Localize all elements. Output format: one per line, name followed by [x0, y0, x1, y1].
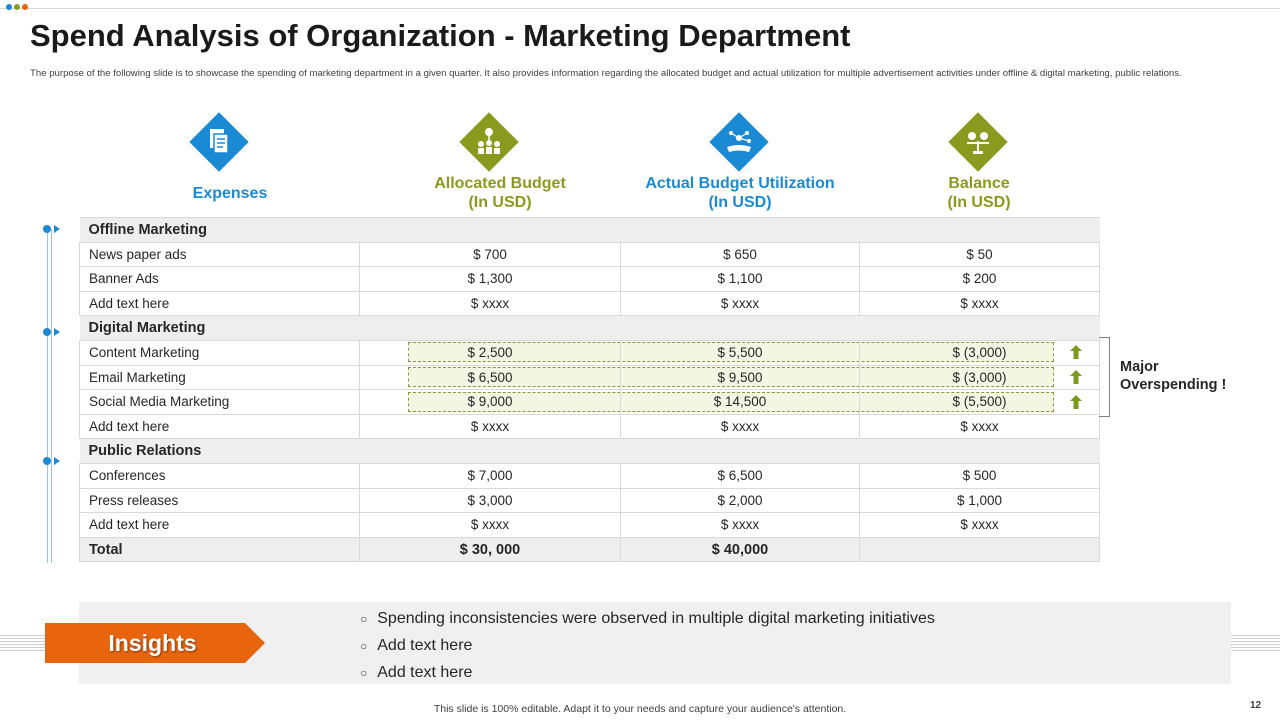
- table-row: Conferences $ 7,000 $ 6,500 $ 500: [79, 462, 1100, 489]
- circle-bullet-icon: ○: [360, 611, 368, 626]
- section-row: Digital Marketing: [79, 315, 1100, 341]
- circle-bullet-icon: ○: [360, 638, 368, 653]
- header-balance: Balance (In USD): [947, 175, 1011, 211]
- insights-panel: [79, 602, 1231, 684]
- section-timeline: [47, 229, 52, 563]
- section-marker-icon: [43, 225, 60, 233]
- circle-bullet-icon: ○: [360, 665, 368, 680]
- section-row: Offline Marketing: [79, 217, 1100, 243]
- table-row: Add text here $ xxxx $ xxxx $ xxxx: [79, 512, 1100, 538]
- brand-dots: [6, 4, 28, 10]
- total-row: Total $ 30, 000 $ 40,000: [79, 536, 1100, 563]
- team-budget-icon: [459, 112, 519, 172]
- slide-subtitle: The purpose of the following slide is to…: [30, 68, 1182, 79]
- list-item: ○ Spending inconsistencies were observed …: [360, 605, 935, 632]
- insights-label: Insights: [108, 630, 197, 656]
- top-rule: [0, 8, 1280, 9]
- table-row: Social Media Marketing $ 9,000 $ 14,500 $ (…: [79, 389, 1100, 415]
- decorative-stripes: [1231, 635, 1280, 651]
- header-actual-utilization: Actual Budget Utilization (In USD): [645, 175, 835, 211]
- arrow-up-icon: [1070, 345, 1082, 359]
- list-item: ○ Add text here: [360, 659, 935, 686]
- footer-note: This slide is 100% editable. Adapt it to…: [433, 703, 847, 715]
- page-number: 12: [1250, 700, 1262, 711]
- expenses-document-icon: [189, 112, 249, 172]
- green-dot-icon: [14, 4, 20, 10]
- arrow-up-icon: [1070, 395, 1082, 409]
- overspending-bracket: [1099, 337, 1110, 417]
- hand-network-icon: [709, 112, 769, 172]
- table-row: Add text here $ xxxx $ xxxx $ xxxx: [79, 290, 1100, 317]
- slide-title: Spend Analysis of Organization - Marketi…: [30, 18, 851, 53]
- table-row: News paper ads $ 700 $ 650 $ 50: [79, 241, 1100, 268]
- spend-table: Offline Marketing News paper ads $ 700 $ 6…: [79, 217, 1100, 563]
- table-row: Add text here $ xxxx $ xxxx $ xxxx: [79, 413, 1100, 440]
- overspending-callout: Major Overspending !: [1120, 359, 1227, 393]
- section-row: Public Relations: [79, 438, 1100, 464]
- header-allocated-budget: Allocated Budget (In USD): [434, 175, 566, 211]
- orange-dot-icon: [22, 4, 28, 10]
- table-row: Content Marketing $ 2,500 $ 5,500 $ (3,000): [79, 339, 1100, 366]
- arrow-up-icon: [1070, 370, 1082, 384]
- blue-dot-icon: [6, 4, 12, 10]
- list-item: ○ Add text here: [360, 632, 935, 659]
- table-row: Email Marketing $ 6,500 $ 9,500 $ (3,000): [79, 364, 1100, 391]
- section-marker-icon: [43, 328, 60, 336]
- header-expenses: Expenses: [192, 185, 268, 202]
- insights-list: ○ Spending inconsistencies were observed …: [360, 605, 935, 686]
- insights-arrow-shape: [45, 623, 265, 663]
- section-marker-icon: [43, 457, 60, 465]
- table-row: Banner Ads $ 1,300 $ 1,100 $ 200: [79, 266, 1100, 292]
- table-row: Press releases $ 3,000 $ 2,000 $ 1,000: [79, 487, 1100, 514]
- balance-scale-icon: [948, 112, 1008, 172]
